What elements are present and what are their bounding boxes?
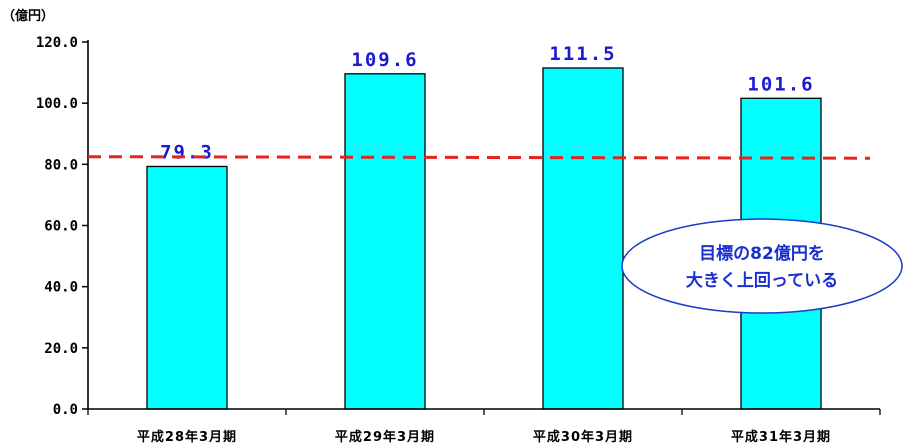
- bar-value-label: 111.5: [549, 43, 616, 65]
- x-tick-label: 平成28年3月期: [137, 429, 237, 445]
- x-tick-label: 平成31年3月期: [731, 429, 831, 445]
- y-tick-label: 80.0: [44, 157, 78, 173]
- axes: [87, 40, 881, 415]
- bar: [344, 73, 426, 410]
- target-line: [87, 155, 871, 160]
- target-line-group: [87, 155, 871, 160]
- bar-value-label: 101.6: [747, 73, 814, 95]
- y-axis-ticks: 0.0 20.0 40.0 60.0 80.0 100.0 120.0: [36, 35, 88, 418]
- y-unit-label: （億円）: [2, 8, 54, 24]
- callout-text-line: 目標の82億円を: [699, 243, 825, 264]
- y-tick-label: 60.0: [44, 219, 78, 235]
- y-tick-label: 120.0: [36, 35, 78, 51]
- callout-text-line: 大きく上回っている: [686, 270, 838, 291]
- bar: [542, 67, 624, 410]
- y-tick-label: 0.0: [53, 402, 78, 418]
- x-tick-label: 平成29年3月期: [335, 429, 435, 445]
- bar-value-label: 109.6: [351, 49, 418, 71]
- y-tick-label: 20.0: [44, 341, 78, 357]
- bar: [146, 165, 228, 410]
- y-tick-label: 100.0: [36, 96, 78, 112]
- y-tick-label: 40.0: [44, 280, 78, 296]
- callout-ellipse: [621, 218, 903, 314]
- x-tick-label: 平成30年3月期: [533, 429, 633, 445]
- bar-value-label: 79.3: [160, 141, 214, 163]
